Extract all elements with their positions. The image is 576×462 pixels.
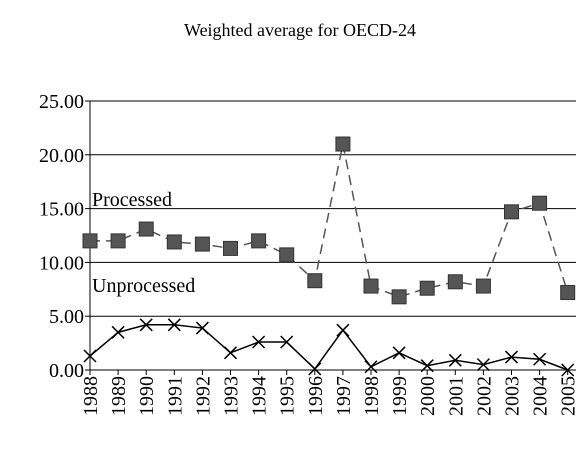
marker	[364, 360, 378, 374]
x-tick-label: 1999	[389, 376, 411, 416]
marker	[110, 233, 126, 249]
marker	[138, 221, 154, 237]
marker	[561, 363, 575, 377]
series-line	[90, 143, 569, 298]
marker	[167, 318, 181, 332]
marker	[336, 323, 350, 337]
y-tick-label: 15.00	[39, 199, 84, 221]
marker	[83, 349, 97, 363]
marker	[335, 136, 351, 152]
x-tick-label: 1989	[108, 376, 130, 416]
x-tick-label: 1997	[333, 376, 355, 416]
y-tick-label: 25.00	[39, 91, 84, 113]
series-line	[89, 324, 568, 371]
marker	[532, 195, 548, 211]
marker	[223, 346, 238, 360]
y-tick-label: 10.00	[39, 252, 84, 274]
marker	[279, 247, 295, 263]
x-tick-label: 2004	[530, 376, 552, 416]
marker	[166, 234, 182, 250]
marker	[223, 240, 238, 256]
marker	[448, 353, 462, 367]
x-tick-label: 1990	[136, 376, 158, 416]
marker	[560, 285, 576, 301]
marker	[392, 346, 406, 360]
marker	[391, 289, 407, 305]
marker	[307, 273, 323, 289]
chart-title: Weighted average for OECD-24	[184, 20, 416, 40]
y-tick-label: 0.00	[49, 360, 84, 382]
x-tick-label: 2001	[445, 376, 467, 416]
marker	[252, 335, 266, 349]
x-tick-label: 1996	[305, 376, 327, 416]
marker	[504, 350, 519, 364]
x-tick-label: 1994	[249, 376, 271, 416]
marker	[82, 233, 98, 249]
x-tick-label: 1995	[277, 376, 299, 416]
marker	[420, 359, 434, 373]
x-tick-label: 2000	[417, 376, 439, 416]
marker	[475, 278, 491, 294]
marker	[194, 236, 210, 252]
marker	[447, 274, 463, 290]
marker	[280, 335, 294, 349]
marker	[533, 352, 547, 366]
x-tick-label: 1998	[361, 376, 383, 416]
marker	[139, 318, 153, 332]
marker	[111, 325, 125, 339]
marker	[419, 280, 435, 296]
x-tick-label: 1992	[192, 376, 214, 416]
series-label: Unprocessed	[92, 275, 195, 297]
x-tick-label: 2003	[502, 376, 524, 416]
marker	[476, 358, 490, 372]
x-tick-label: 1991	[164, 376, 186, 416]
x-tick-label: 1988	[80, 376, 102, 416]
x-tick-label: 2005	[558, 376, 576, 416]
y-tick-label: 20.00	[39, 145, 84, 167]
marker	[363, 278, 379, 294]
x-tick-label: 2002	[473, 376, 495, 416]
series-label: Processed	[92, 189, 172, 211]
x-tick-label: 1993	[221, 376, 243, 416]
y-tick-label: 5.00	[49, 306, 84, 328]
marker	[308, 362, 322, 376]
marker	[251, 233, 267, 249]
marker	[504, 204, 519, 220]
marker	[195, 321, 209, 335]
